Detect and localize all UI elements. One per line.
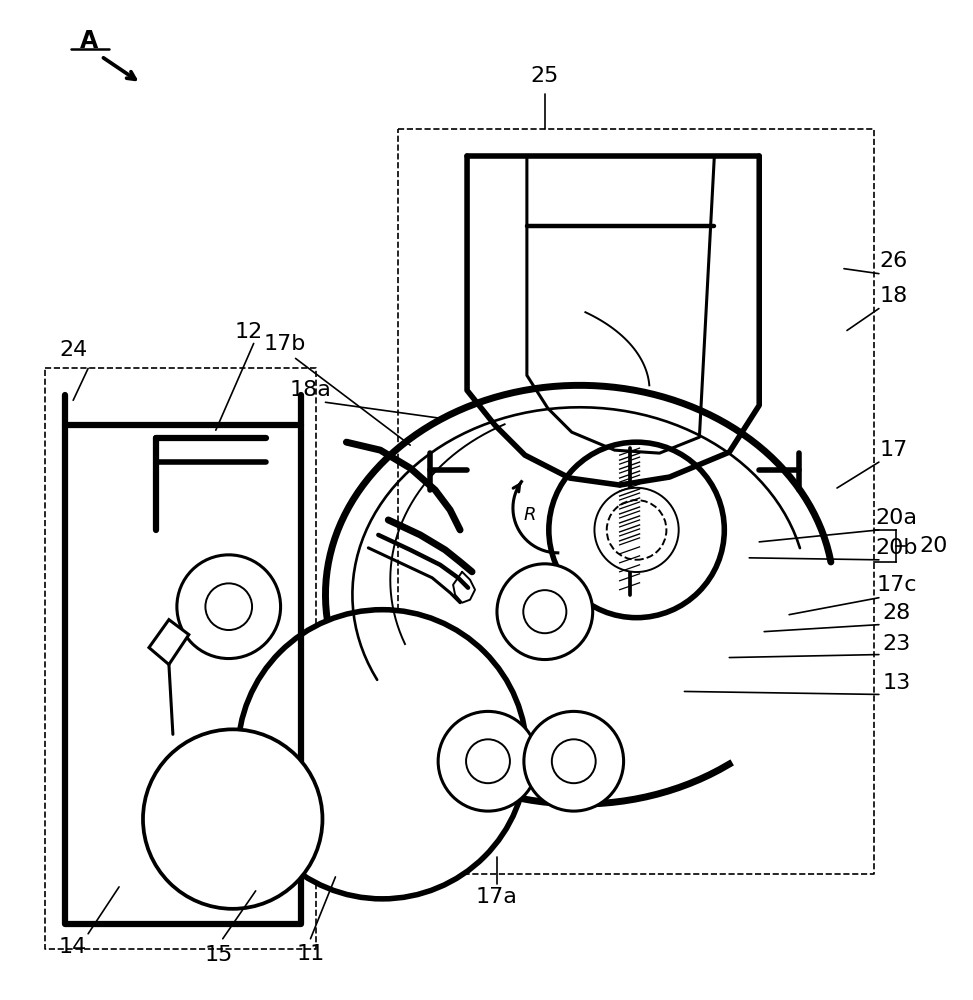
Circle shape xyxy=(143,729,322,909)
Text: 12: 12 xyxy=(234,322,263,342)
Circle shape xyxy=(438,711,538,811)
Circle shape xyxy=(205,583,252,630)
Text: 13: 13 xyxy=(883,673,911,693)
Text: R: R xyxy=(523,506,536,524)
Text: 17: 17 xyxy=(880,440,908,460)
Text: 20: 20 xyxy=(919,536,948,556)
Circle shape xyxy=(237,610,527,899)
Text: 24: 24 xyxy=(59,340,88,360)
Text: 25: 25 xyxy=(530,66,559,86)
Text: 11: 11 xyxy=(297,944,325,964)
Circle shape xyxy=(523,711,624,811)
Text: 26: 26 xyxy=(880,251,908,271)
Text: 18: 18 xyxy=(880,286,908,306)
Circle shape xyxy=(466,739,510,783)
Text: 23: 23 xyxy=(883,634,911,654)
Text: 14: 14 xyxy=(59,937,88,957)
Circle shape xyxy=(497,564,593,660)
Text: 17a: 17a xyxy=(476,887,518,907)
Text: 28: 28 xyxy=(883,603,911,623)
Text: 18a: 18a xyxy=(290,380,332,400)
Circle shape xyxy=(177,555,280,659)
Circle shape xyxy=(549,442,724,618)
Text: 17c: 17c xyxy=(877,575,918,595)
Text: 15: 15 xyxy=(204,945,233,965)
Circle shape xyxy=(523,590,566,633)
Text: 20a: 20a xyxy=(876,508,918,528)
Text: 17b: 17b xyxy=(264,334,306,354)
Circle shape xyxy=(595,488,679,572)
Circle shape xyxy=(552,739,595,783)
Polygon shape xyxy=(149,620,189,665)
Text: A: A xyxy=(80,29,98,53)
Text: 20b: 20b xyxy=(876,538,919,558)
